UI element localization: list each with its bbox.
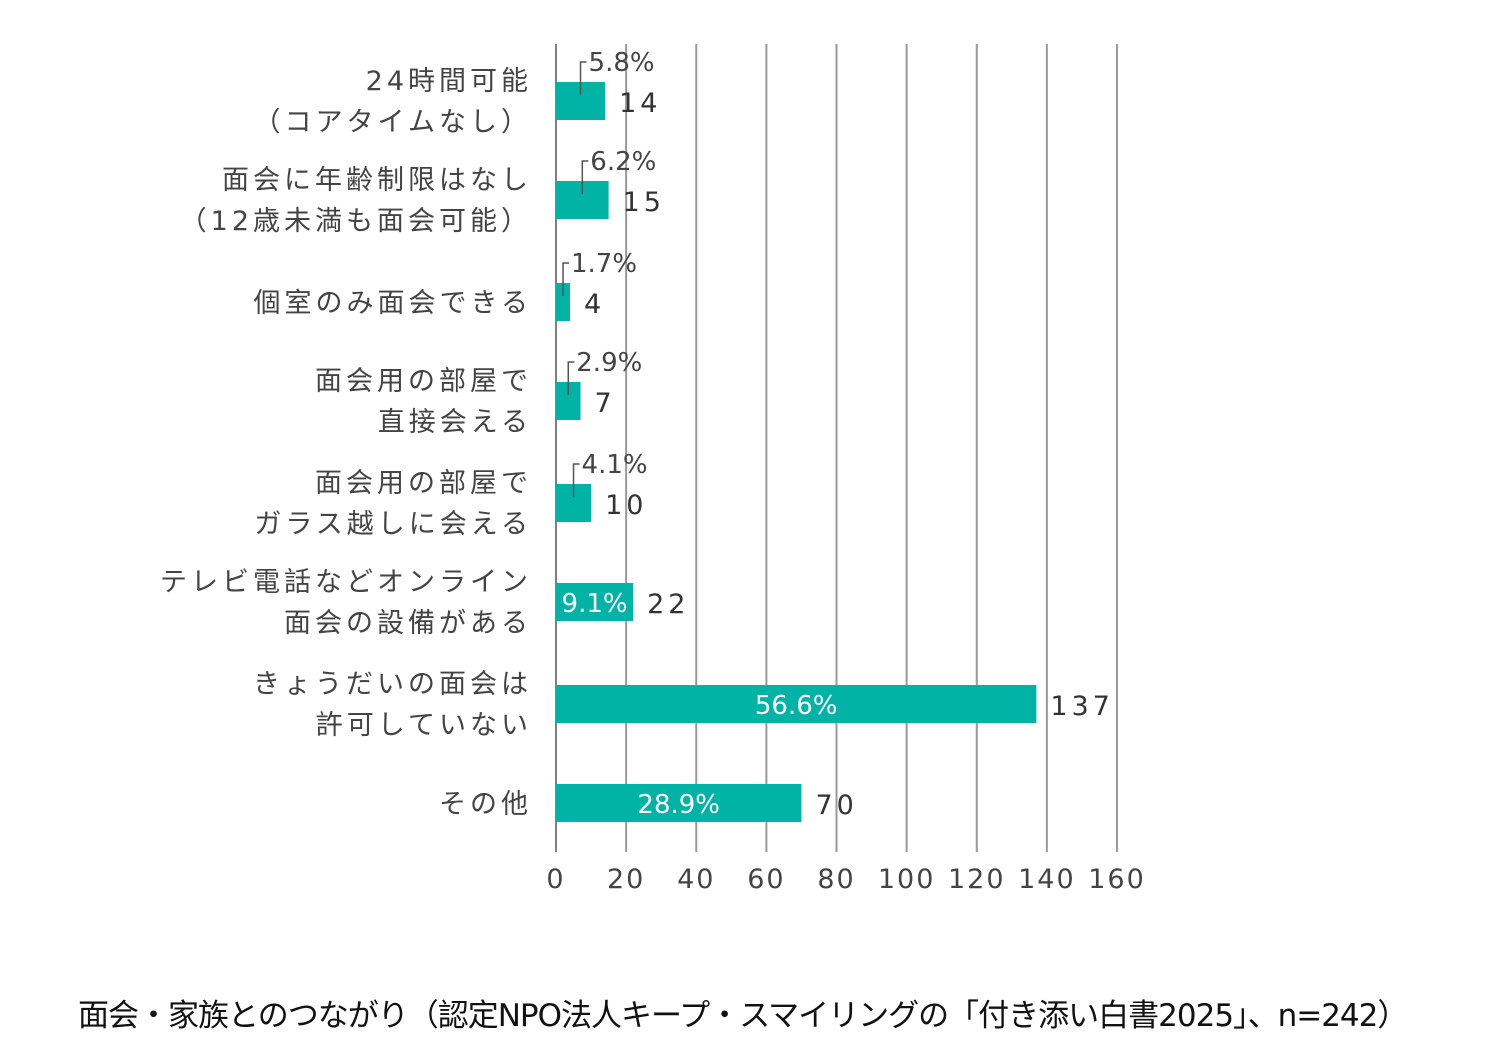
category-label: きょうだいの面会は [253,669,532,700]
x-tick-label: 120 [948,864,1006,895]
category-label: 面会の設備がある [284,608,532,639]
percent-leader-line [562,262,570,296]
category-label: （コアタイムなし） [254,107,532,138]
category-label: 24時間可能 [366,66,532,97]
percent-leader-line [579,61,587,95]
category-label: （12歳未満も面会可能） [180,206,532,237]
bar-value-label: 15 [623,187,665,218]
bar-value-label: 22 [647,589,689,620]
category-label: テレビ電話などオンライン [160,567,532,598]
bar-chart: 0 20 40 60 80 100 120 140 160 14 5.8% 24時間可能 （コアタイムな… [160,44,1146,895]
x-tick-label: 20 [607,864,645,895]
bar-percent-label: 2.9% [576,348,642,378]
percent-leader-line [581,160,589,194]
category-label: ガラス越しに会える [254,509,532,540]
bar-percent-label: 6.2% [590,147,656,177]
bar-percent-label: 4.1% [582,450,648,480]
category-label: 許可していない [316,710,532,741]
bar [556,583,634,621]
bar-percent-label: 28.9% [637,790,720,820]
bar-percent-label: 1.7% [571,249,637,279]
category-label: 直接会える [378,407,532,438]
x-tick-label: 140 [1018,864,1076,895]
bar-value-label: 70 [815,790,857,821]
x-tick-label: 40 [677,864,715,895]
category-label: その他 [439,789,532,820]
percent-leader-line [567,361,575,395]
x-tick-label: 80 [817,864,855,895]
category-label: 面会に年齢制限はなし [222,165,532,196]
category-label: 面会用の部屋で [315,366,532,397]
bar-percent-label: 9.1% [562,589,628,619]
bar-percent-label: 56.6% [755,691,838,721]
chart-caption: 面会・家族とのつながり（認定NPO法人キープ・スマイリングの「付き添い白書202… [78,998,1408,1034]
category-label: 個室のみ面会できる [254,288,532,319]
bar-value-label: 4 [584,289,605,320]
bar-value-label: 10 [605,490,647,521]
x-tick-label: 100 [878,864,936,895]
x-tick-label: 160 [1088,864,1146,895]
percent-leader-line [572,463,580,497]
x-tick-label: 0 [546,864,565,895]
bar [556,685,1037,723]
category-label: 面会用の部屋で [315,468,532,499]
bar-value-label: 7 [595,388,616,419]
bar-percent-label: 5.8% [589,48,655,78]
bar [556,784,802,822]
bar-value-label: 137 [1050,691,1114,722]
bar [556,283,571,321]
bar-value-label: 14 [619,88,661,119]
x-tick-label: 60 [747,864,785,895]
